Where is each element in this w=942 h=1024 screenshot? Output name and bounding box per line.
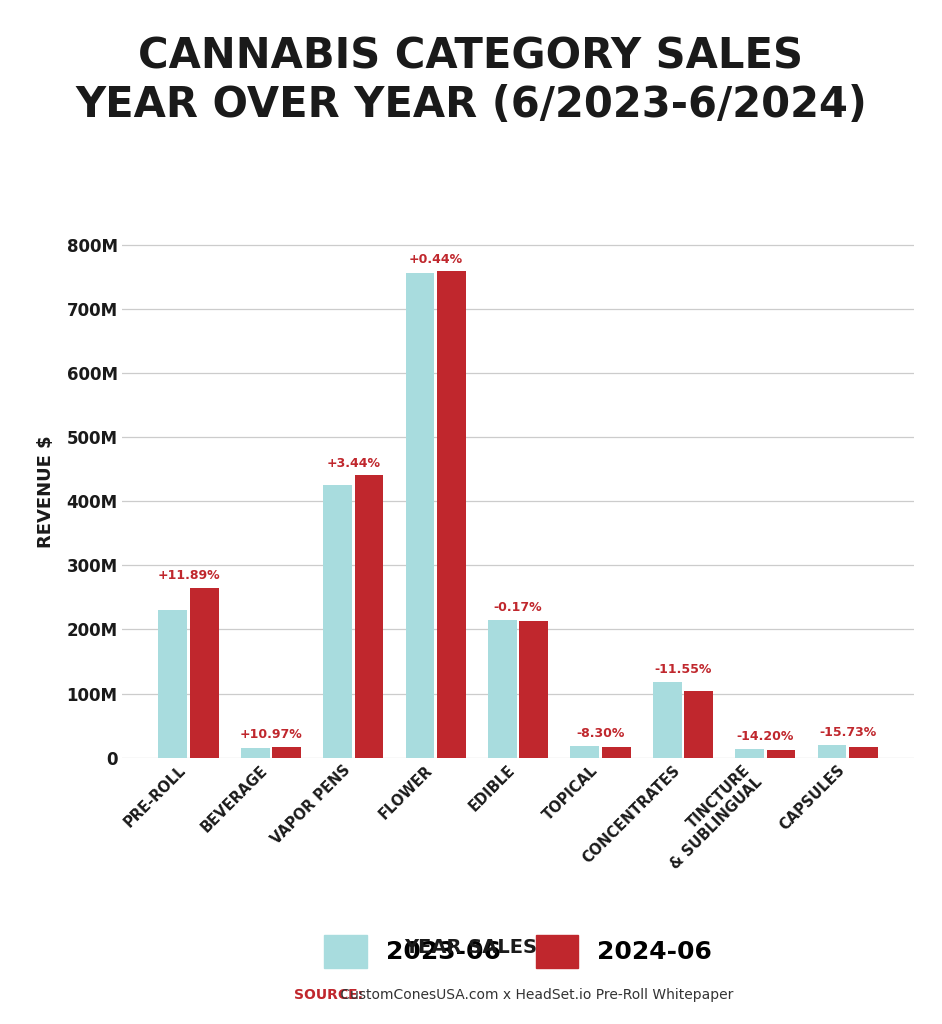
- Bar: [323, 485, 352, 758]
- Text: CANNABIS CATEGORY SALES: CANNABIS CATEGORY SALES: [138, 36, 804, 78]
- Bar: [818, 744, 847, 758]
- Bar: [519, 622, 548, 758]
- Bar: [767, 750, 795, 758]
- Text: -8.30%: -8.30%: [577, 727, 625, 740]
- Text: YEAR SALES: YEAR SALES: [404, 938, 538, 956]
- Text: -14.20%: -14.20%: [737, 730, 794, 743]
- Text: -11.55%: -11.55%: [654, 664, 711, 676]
- Text: +11.89%: +11.89%: [157, 569, 219, 582]
- Bar: [488, 620, 517, 758]
- Bar: [602, 748, 630, 758]
- Text: +0.44%: +0.44%: [409, 253, 463, 265]
- Bar: [406, 273, 434, 758]
- Legend: 2023-06, 2024-06: 2023-06, 2024-06: [313, 924, 723, 980]
- Bar: [735, 749, 764, 758]
- Bar: [571, 746, 599, 758]
- Bar: [241, 749, 269, 758]
- Text: SOURCE:: SOURCE:: [294, 988, 363, 1002]
- Bar: [849, 746, 878, 758]
- Bar: [272, 746, 301, 758]
- Text: CustomConesUSA.com x HeadSet.io Pre-Roll Whitepaper: CustomConesUSA.com x HeadSet.io Pre-Roll…: [336, 988, 734, 1002]
- Text: +3.44%: +3.44%: [326, 457, 381, 470]
- Bar: [437, 271, 465, 758]
- Text: +10.97%: +10.97%: [239, 728, 302, 741]
- Text: YEAR OVER YEAR (6/2023-6/2024): YEAR OVER YEAR (6/2023-6/2024): [75, 84, 867, 126]
- Bar: [158, 610, 187, 758]
- Text: -0.17%: -0.17%: [494, 601, 543, 614]
- Text: -15.73%: -15.73%: [820, 726, 876, 739]
- Bar: [684, 691, 713, 758]
- Bar: [653, 682, 682, 758]
- Bar: [189, 588, 219, 758]
- Bar: [354, 475, 383, 758]
- Y-axis label: REVENUE $: REVENUE $: [38, 435, 56, 548]
